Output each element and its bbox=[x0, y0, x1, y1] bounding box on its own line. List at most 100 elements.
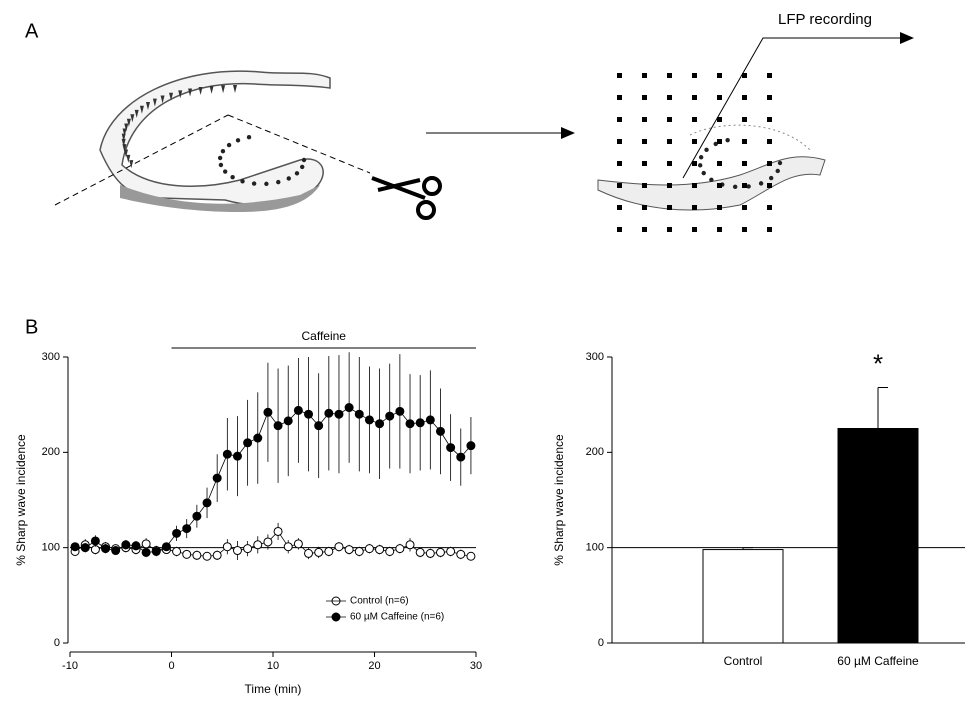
data-point bbox=[192, 550, 202, 560]
pyramidal-cell bbox=[129, 160, 134, 169]
slice-outline bbox=[689, 124, 811, 151]
x-tick-label: Control bbox=[724, 654, 763, 668]
data-point bbox=[253, 433, 263, 443]
data-point bbox=[273, 526, 283, 536]
pyramidal-cell bbox=[121, 138, 126, 147]
electrode-site bbox=[617, 183, 622, 188]
electrode-site bbox=[742, 227, 747, 232]
electrode-site bbox=[642, 227, 647, 232]
data-point bbox=[222, 542, 232, 552]
data-point bbox=[334, 542, 344, 552]
data-point bbox=[395, 544, 405, 554]
data-point bbox=[314, 421, 324, 431]
slice bbox=[597, 156, 826, 211]
electrode-site bbox=[767, 161, 772, 166]
data-point bbox=[456, 549, 466, 559]
granule-cell bbox=[286, 176, 291, 181]
granule-cell bbox=[246, 134, 252, 140]
data-point bbox=[202, 498, 212, 508]
data-point bbox=[243, 544, 253, 554]
electrode-site bbox=[692, 117, 697, 122]
pyramidal-cell bbox=[209, 85, 214, 94]
electrode-site bbox=[742, 161, 747, 166]
data-point bbox=[182, 549, 192, 559]
pyramidal-cell bbox=[134, 109, 139, 118]
data-point bbox=[304, 548, 314, 558]
electrode-site bbox=[742, 117, 747, 122]
annotation: Caffeine bbox=[302, 329, 347, 343]
tissue bbox=[99, 70, 331, 206]
data-point bbox=[161, 542, 171, 552]
electrode-site bbox=[742, 139, 747, 144]
electrode-site bbox=[717, 117, 722, 122]
arrow-head bbox=[900, 32, 914, 44]
electrode-site bbox=[642, 117, 647, 122]
granule-cell bbox=[226, 142, 232, 148]
series-line bbox=[75, 407, 472, 553]
data-point bbox=[415, 547, 425, 557]
granule-cell bbox=[746, 184, 751, 189]
granule-cell bbox=[222, 169, 228, 174]
data-point bbox=[435, 547, 445, 557]
granule-cell bbox=[251, 181, 257, 186]
x-tick-label: -10 bbox=[62, 660, 78, 672]
electrode-site bbox=[767, 205, 772, 210]
pyramidal-cell bbox=[126, 118, 131, 127]
y-tick-label: 300 bbox=[42, 351, 60, 363]
electrode-site bbox=[717, 205, 722, 210]
data-point bbox=[101, 544, 111, 554]
data-point bbox=[243, 438, 253, 448]
granule-cell bbox=[709, 177, 714, 182]
electrode-site bbox=[742, 183, 747, 188]
data-point bbox=[354, 546, 364, 556]
significance: * bbox=[873, 348, 883, 378]
data-point bbox=[212, 473, 222, 483]
y-tick-label: 0 bbox=[54, 637, 60, 649]
y-axis-label: % Sharp wave incidence bbox=[14, 434, 28, 566]
data-point bbox=[283, 542, 293, 552]
y-tick-label: 100 bbox=[586, 542, 604, 554]
granule-cell bbox=[220, 148, 226, 154]
electrode-site bbox=[667, 95, 672, 100]
cut-line bbox=[227, 114, 371, 174]
x-axis-label: Time (min) bbox=[245, 682, 302, 696]
electrode-site bbox=[742, 73, 747, 78]
electrode-site bbox=[667, 227, 672, 232]
data-point bbox=[212, 550, 222, 560]
data-point bbox=[364, 415, 374, 425]
pyramidal-cell bbox=[124, 149, 129, 158]
data-point bbox=[192, 511, 202, 521]
data-point bbox=[405, 419, 415, 429]
granule-cell bbox=[235, 138, 241, 143]
electrode-site bbox=[767, 183, 772, 188]
electrode-site bbox=[642, 205, 647, 210]
data-point bbox=[293, 405, 303, 415]
electrode-site bbox=[692, 161, 697, 166]
electrode-site bbox=[742, 95, 747, 100]
data-point bbox=[263, 537, 273, 547]
diagram-label: LFP recording bbox=[778, 11, 872, 28]
electrode-site bbox=[617, 227, 622, 232]
panel-label: B bbox=[25, 316, 38, 338]
series-line bbox=[74, 530, 471, 557]
x-tick-label: 60 µM Caffeine bbox=[837, 654, 919, 668]
pyramidal-cell bbox=[139, 105, 144, 114]
granule-cell bbox=[758, 181, 764, 186]
electrode-site bbox=[667, 183, 672, 188]
data-point bbox=[141, 539, 151, 549]
data-point bbox=[456, 452, 466, 462]
data-point bbox=[435, 426, 445, 436]
y-tick-label: 0 bbox=[598, 637, 604, 649]
cut-line bbox=[54, 114, 229, 206]
data-point bbox=[283, 416, 293, 426]
pyramidal-cell bbox=[169, 92, 174, 101]
electrode-site bbox=[617, 161, 622, 166]
pyramidal-cell bbox=[188, 88, 193, 97]
granule-cell bbox=[777, 160, 783, 166]
data-point bbox=[80, 543, 90, 553]
data-point bbox=[405, 540, 415, 550]
data-point bbox=[293, 539, 303, 549]
electrode-site bbox=[642, 95, 647, 100]
tissue-shadow bbox=[120, 185, 320, 212]
